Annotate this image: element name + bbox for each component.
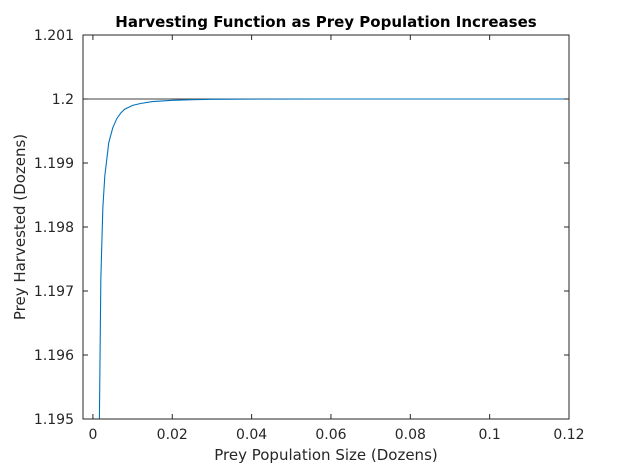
y-tick-label: 1.195	[34, 412, 74, 428]
x-tick-label: 0.08	[395, 427, 426, 443]
y-tick-label: 1.2	[52, 92, 74, 108]
series-lines	[98, 98, 569, 419]
x-tick-label: 0.12	[553, 427, 584, 443]
x-tick-label: 0.1	[479, 427, 501, 443]
y-tick-label: 1.196	[34, 348, 74, 364]
y-tick-label: 1.199	[34, 156, 74, 172]
y-axis-label: Prey Harvested (Dozens)	[11, 134, 29, 320]
chart-title: Harvesting Function as Prey Population I…	[115, 13, 536, 31]
x-tick-label: 0.06	[315, 427, 346, 443]
x-axis-label: Prey Population Size (Dozens)	[214, 446, 437, 464]
y-axis: 1.195 1.196 1.197 1.198 1.199 1.2 1.201	[34, 28, 569, 428]
x-tick-label: 0.04	[236, 427, 267, 443]
y-tick-label: 1.197	[34, 284, 74, 300]
x-axis: 0 0.02 0.04 0.06 0.08 0.1 0.12	[88, 35, 585, 443]
y-tick-label: 1.201	[34, 28, 74, 44]
y-tick-label: 1.198	[34, 220, 74, 236]
series-line	[98, 98, 569, 419]
x-tick-label: 0.02	[157, 427, 188, 443]
x-tick-label: 0	[88, 427, 97, 443]
